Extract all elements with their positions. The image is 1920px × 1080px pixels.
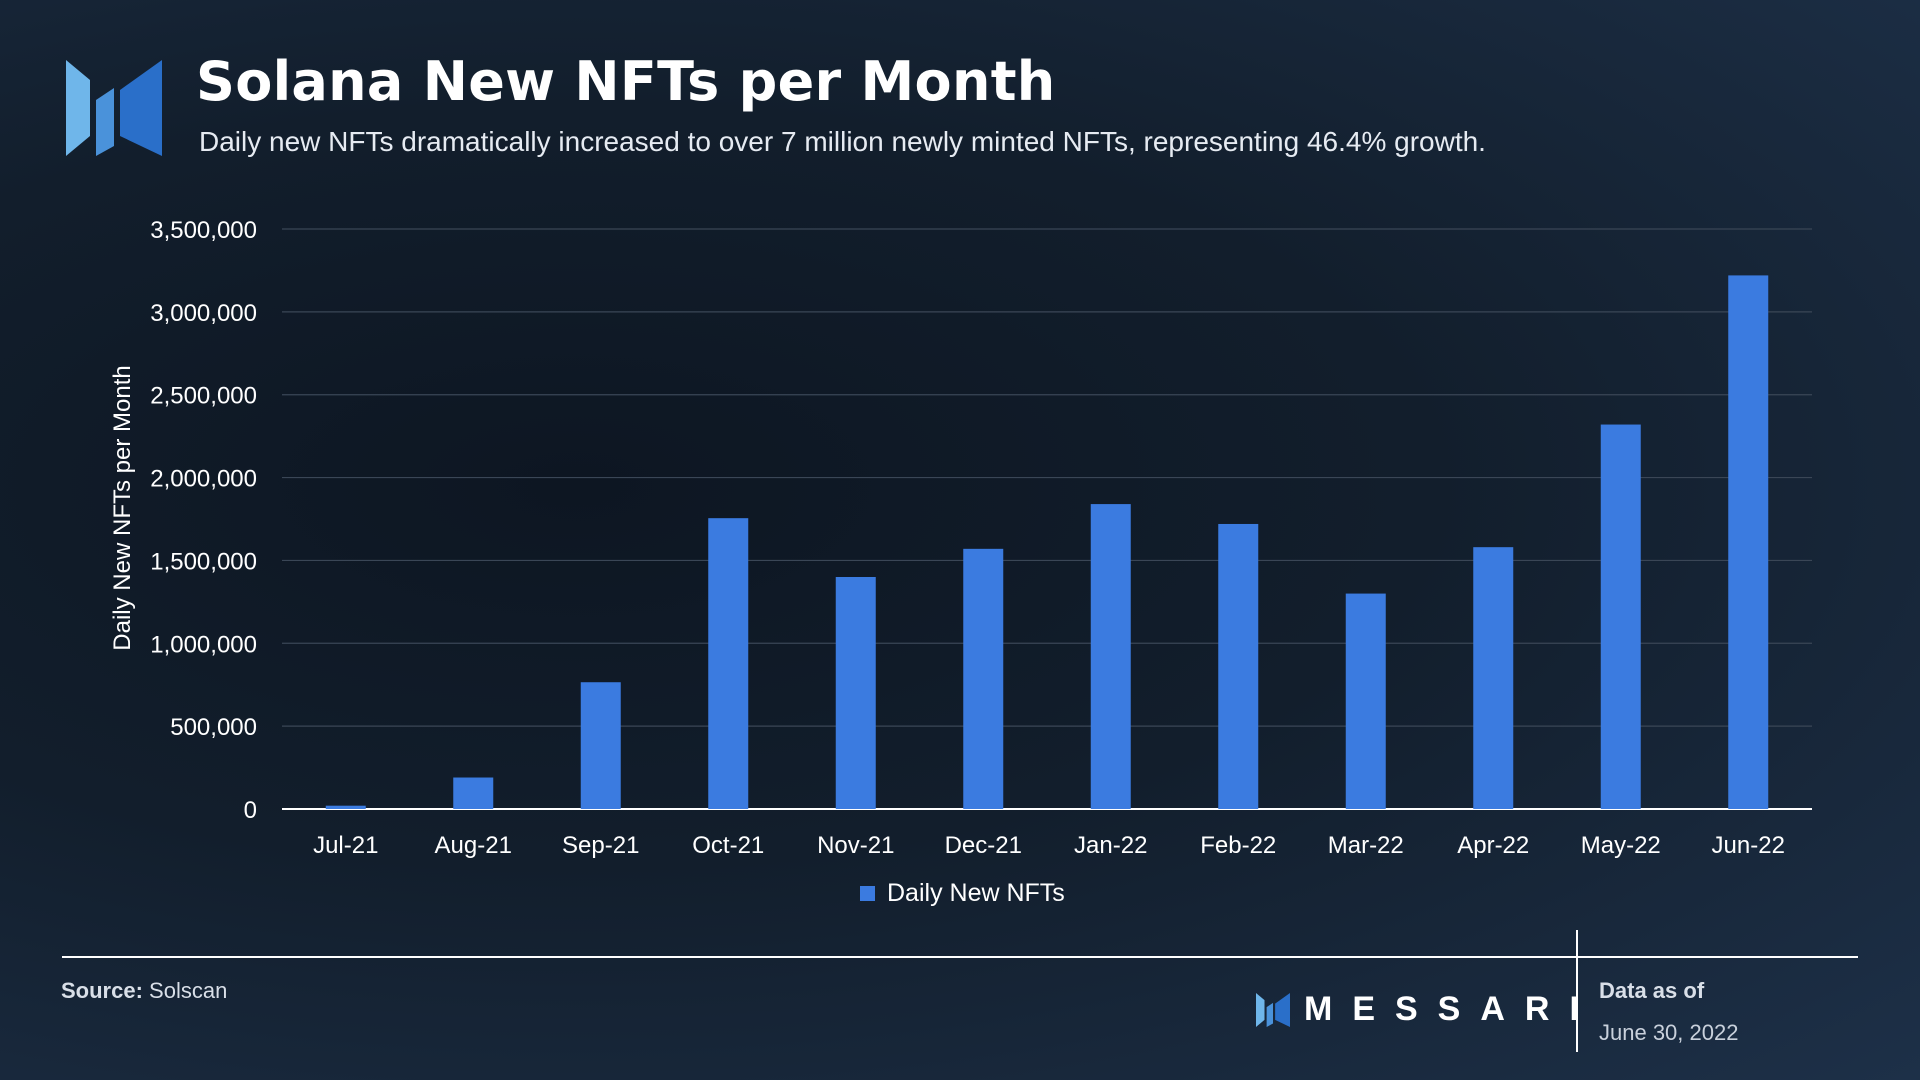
messari-small-logo-icon xyxy=(1256,992,1290,1027)
x-tick-label: Dec-21 xyxy=(945,832,1022,859)
brand-logo: MESSARI xyxy=(1256,990,1599,1029)
source-label: Source: xyxy=(61,978,143,1003)
y-tick-label: 0 xyxy=(244,797,257,824)
legend-label: Daily New NFTs xyxy=(887,879,1065,907)
bar-jul-21 xyxy=(325,805,366,809)
bar-mar-22 xyxy=(1345,593,1386,809)
y-tick-label: 3,000,000 xyxy=(150,300,257,327)
bar-oct-21 xyxy=(708,518,749,809)
bar-sep-21 xyxy=(580,682,621,809)
brand-wordmark: MESSARI xyxy=(1304,990,1599,1028)
y-axis-label: Daily New NFTs per Month xyxy=(109,365,136,650)
x-tick-label: Aug-21 xyxy=(435,832,512,859)
bar-feb-22 xyxy=(1218,523,1259,809)
x-tick-label: Sep-21 xyxy=(562,832,639,859)
page-title: Solana New NFTs per Month xyxy=(196,50,1056,113)
bar-jan-22 xyxy=(1090,504,1131,809)
chart-legend: Daily New NFTs xyxy=(860,879,1065,908)
footer-divider xyxy=(62,956,1858,958)
x-tick-label: Mar-22 xyxy=(1328,832,1404,859)
x-tick-label: Feb-22 xyxy=(1200,832,1276,859)
y-tick-label: 1,000,000 xyxy=(150,631,257,658)
y-tick-label: 1,500,000 xyxy=(150,548,257,575)
bar-apr-22 xyxy=(1473,547,1514,809)
y-tick-label: 2,500,000 xyxy=(150,383,257,410)
x-tick-label: May-22 xyxy=(1581,832,1661,859)
x-tick-label: Jan-22 xyxy=(1074,832,1147,859)
x-tick-label: Oct-21 xyxy=(692,832,764,859)
page-subtitle: Daily new NFTs dramatically increased to… xyxy=(199,126,1486,157)
data-as-of-date: June 30, 2022 xyxy=(1599,1020,1739,1045)
bar-jun-22 xyxy=(1728,275,1769,809)
footer-vertical-divider xyxy=(1576,930,1578,1052)
bar-dec-21 xyxy=(963,548,1004,809)
x-tick-label: Apr-22 xyxy=(1457,832,1529,859)
y-tick-label: 2,000,000 xyxy=(150,466,257,493)
messari-logo-icon xyxy=(66,60,162,156)
bar-nov-21 xyxy=(835,577,876,809)
data-as-of-label: Data as of xyxy=(1599,978,1705,1003)
source-value: Solscan xyxy=(142,978,228,1003)
y-tick-label: 500,000 xyxy=(170,714,257,741)
x-tick-label: Jun-22 xyxy=(1712,832,1785,859)
x-tick-label: Jul-21 xyxy=(313,832,378,859)
bar-aug-21 xyxy=(453,777,494,809)
y-tick-label: 3,500,000 xyxy=(150,217,257,244)
bar-may-22 xyxy=(1600,424,1641,809)
source-note: Source: Solscan xyxy=(61,978,227,1004)
x-tick-label: Nov-21 xyxy=(817,832,894,859)
legend-swatch xyxy=(860,886,875,901)
